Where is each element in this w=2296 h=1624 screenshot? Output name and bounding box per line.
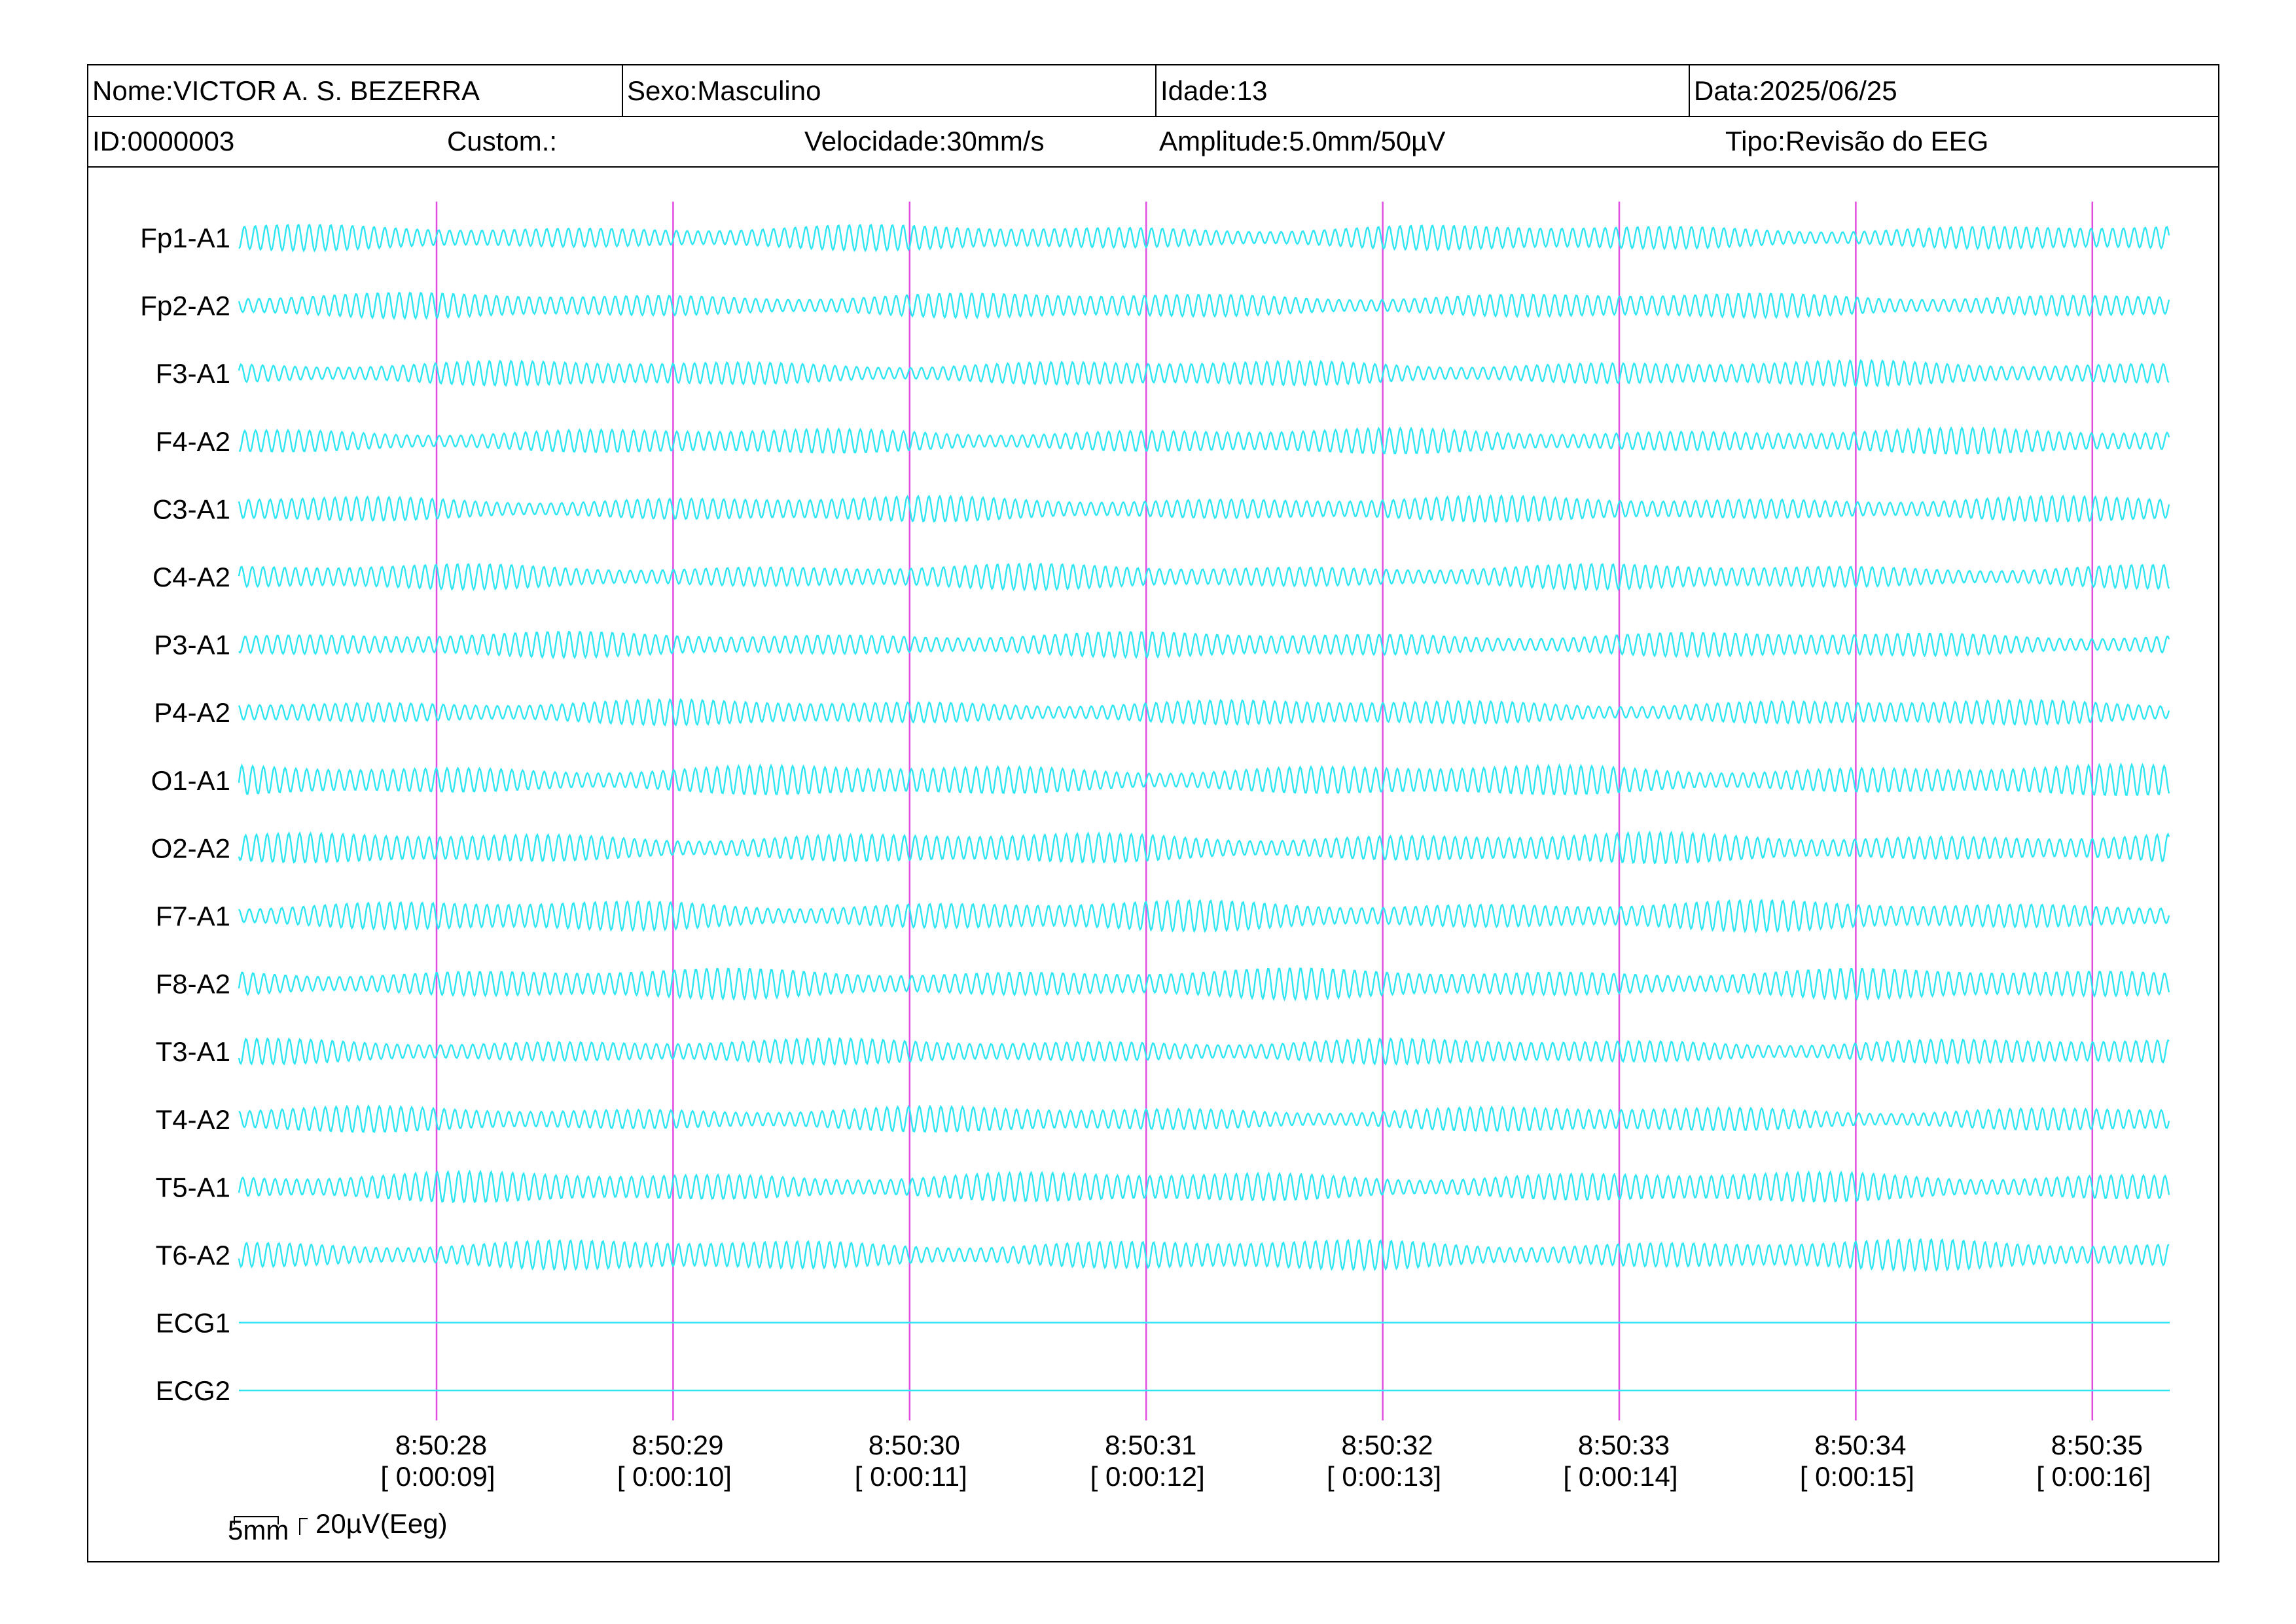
channel-trace [238, 698, 2170, 727]
channel-trace [238, 899, 2170, 933]
channel-label: ECG2 [156, 1375, 230, 1406]
time-marker-elapsed: [ 0:00:10] [617, 1461, 732, 1492]
speed-setting: Velocidade:30mm/s [804, 125, 1045, 156]
channel-trace [238, 494, 2170, 523]
eeg-report-frame: Nome:VICTOR A. S. BEZERRA Sexo:Masculino… [87, 64, 2219, 1562]
channel-trace [238, 223, 2170, 253]
channel-trace [238, 762, 2170, 797]
header-row-patient: Nome:VICTOR A. S. BEZERRA Sexo:Masculino… [88, 65, 2218, 117]
patient-id: ID:0000003 [92, 125, 235, 156]
header-row-settings: ID:0000003 Custom.: Velocidade:30mm/s Am… [88, 116, 2218, 168]
review-type: Tipo:Revisão do EEG [1725, 125, 1989, 156]
time-marker-elapsed: [ 0:00:11] [855, 1461, 967, 1492]
time-marker-elapsed: [ 0:00:16] [2036, 1461, 2151, 1492]
channel-trace [238, 1104, 2170, 1133]
channel-label: T3-A1 [156, 1036, 230, 1067]
time-marker-clock: 8:50:28 [395, 1430, 487, 1460]
channel-trace [238, 830, 2170, 865]
patient-age: Idade:13 [1155, 65, 1689, 116]
time-marker-clock: 8:50:29 [632, 1430, 723, 1460]
time-marker-clock: 8:50:35 [2051, 1430, 2143, 1460]
channel-label: T6-A2 [156, 1240, 230, 1271]
channel-trace [238, 630, 2170, 660]
channel-label: F4-A2 [156, 426, 230, 457]
channel-trace [238, 1169, 2170, 1204]
time-marker-elapsed: [ 0:00:12] [1090, 1461, 1205, 1492]
time-marker-clock: 8:50:33 [1578, 1430, 1670, 1460]
channel-trace [238, 967, 2170, 1001]
channel-trace [238, 562, 2170, 592]
channel-label: P4-A2 [154, 697, 230, 728]
amplitude-scale-label: 20µV(Eeg) [315, 1508, 448, 1539]
channel-label: O1-A1 [151, 765, 230, 796]
patient-sex: Sexo:Masculino [622, 65, 1155, 116]
custom-field: Custom.: [447, 125, 558, 156]
channel-label: C4-A2 [152, 562, 230, 592]
channel-label: O2-A2 [151, 833, 230, 863]
time-marker-elapsed: [ 0:00:15] [1800, 1461, 1914, 1492]
time-marker-elapsed: [ 0:00:13] [1327, 1461, 1441, 1492]
time-marker-clock: 8:50:32 [1342, 1430, 1433, 1460]
channel-label: F8-A2 [156, 969, 230, 1000]
channel-trace [238, 291, 2170, 321]
channel-label: Fp1-A1 [140, 223, 230, 253]
patient-name: Nome:VICTOR A. S. BEZERRA [92, 75, 480, 106]
channel-label: ECG1 [156, 1308, 230, 1339]
amplitude-setting: Amplitude:5.0mm/50µV [1159, 125, 1446, 156]
channel-trace [238, 359, 2170, 388]
channel-label: P3-A1 [154, 630, 230, 660]
channel-label: T5-A1 [156, 1172, 230, 1202]
time-marker-clock: 8:50:30 [869, 1430, 960, 1460]
time-scale-label: 5mm [228, 1515, 289, 1545]
channel-label: F3-A1 [156, 358, 230, 389]
scale-bar: 5mm 20µV(Eeg) [228, 1508, 448, 1545]
time-marker-clock: 8:50:34 [1814, 1430, 1906, 1460]
channel-trace [238, 1037, 2170, 1066]
time-marker-elapsed: [ 0:00:14] [1563, 1461, 1677, 1492]
time-marker-elapsed: [ 0:00:09] [380, 1461, 495, 1492]
channel-label: T4-A2 [156, 1104, 230, 1135]
channel-trace [238, 1238, 2170, 1272]
channel-label: Fp2-A2 [140, 291, 230, 321]
time-marker-clock: 8:50:31 [1105, 1430, 1196, 1460]
channel-trace [238, 425, 2170, 455]
channel-label: F7-A1 [156, 901, 230, 931]
channel-label: C3-A1 [152, 494, 230, 524]
exam-date: Data:2025/06/25 [1689, 65, 2219, 116]
